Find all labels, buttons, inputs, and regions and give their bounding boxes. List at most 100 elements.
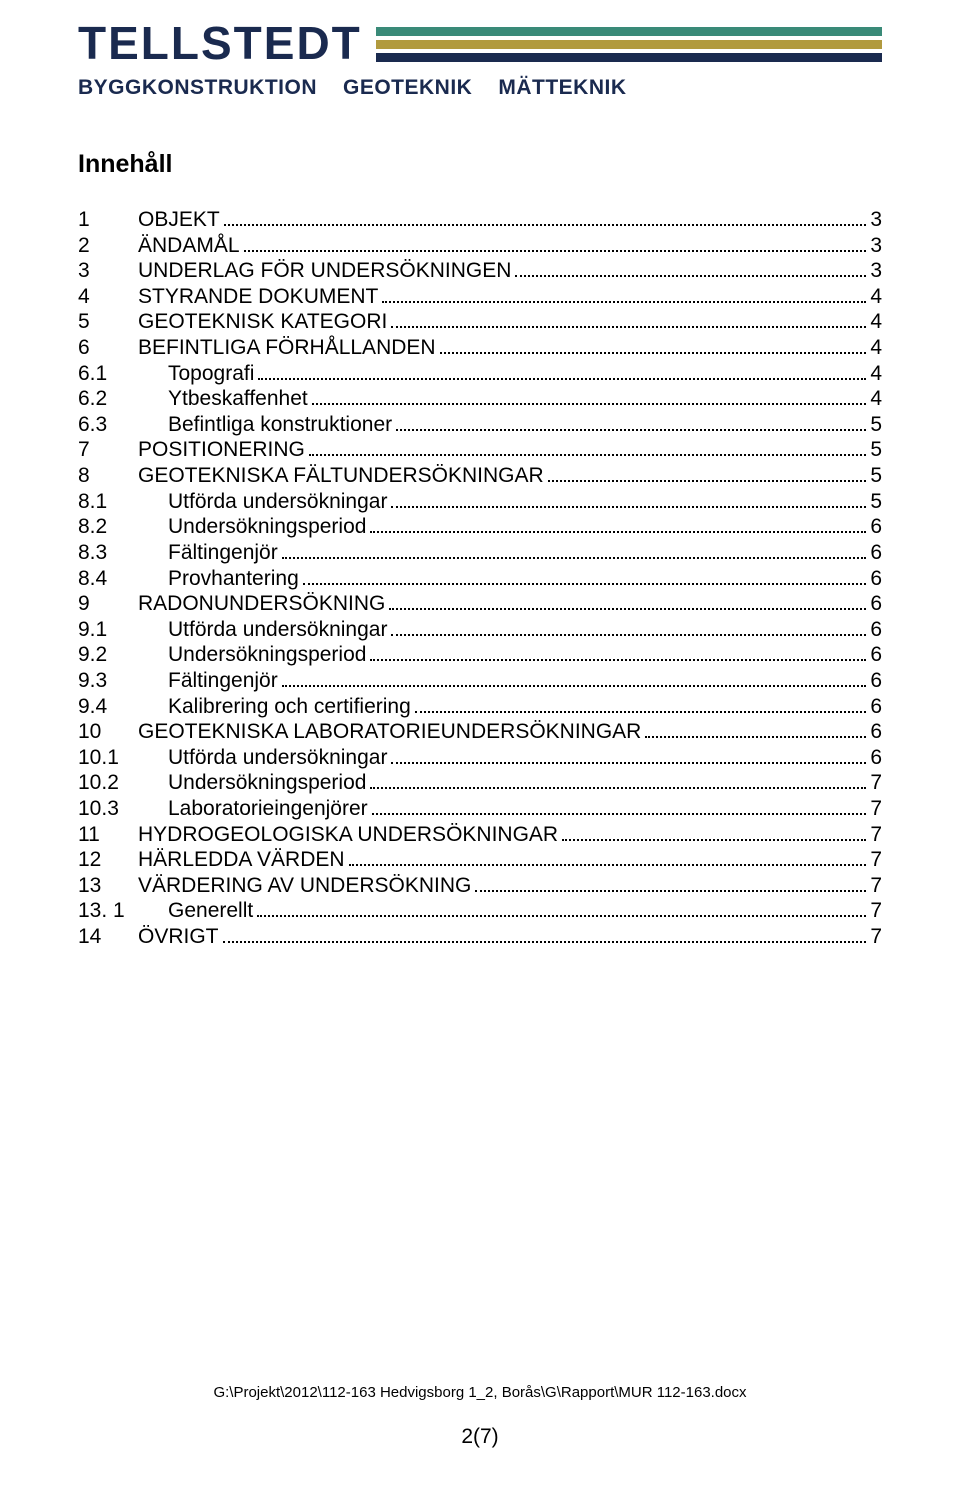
toc-number: 8.2	[78, 514, 168, 540]
toc-row: 12HÄRLEDDA VÄRDEN7	[78, 847, 882, 873]
toc-leader-dots	[370, 514, 866, 533]
toc-page-number: 3	[870, 258, 882, 284]
toc-title: Kalibrering och certifiering	[168, 694, 411, 720]
toc-row: 8.4Provhantering 6	[78, 566, 882, 592]
toc-row: 2ÄNDAMÅL 3	[78, 233, 882, 259]
toc-row: 9.1Utförda undersökningar 6	[78, 617, 882, 643]
toc-number: 9.4	[78, 694, 168, 720]
toc-leader-dots	[391, 310, 866, 329]
toc-number: 14	[78, 924, 138, 950]
toc-title: Utförda undersökningar	[168, 617, 387, 643]
toc-page-number: 6	[870, 566, 882, 592]
toc-title: Laboratorieingenjörer	[168, 796, 368, 822]
toc-title: HÄRLEDDA VÄRDEN	[138, 847, 345, 873]
toc-page-number: 7	[870, 847, 882, 873]
toc-page-number: 4	[870, 309, 882, 335]
toc-leader-dots	[372, 796, 867, 815]
toc-number: 6.1	[78, 361, 168, 387]
toc-number: 9.2	[78, 642, 168, 668]
toc-page-number: 3	[870, 207, 882, 233]
toc-page-number: 6	[870, 514, 882, 540]
toc-title: Fältingenjör	[168, 668, 278, 694]
toc-leader-dots	[391, 745, 866, 764]
document-page: TELLSTEDT BYGGKONSTRUKTION GEOTEKNIK MÄT…	[0, 0, 960, 1489]
toc-row: 10GEOTEKNISKA LABORATORIEUNDERSÖKNINGAR6	[78, 719, 882, 745]
toc-row: 5GEOTEKNISK KATEGORI 4	[78, 309, 882, 335]
toc-title: STYRANDE DOKUMENT	[138, 284, 378, 310]
toc-title: Topografi	[168, 361, 254, 387]
toc-row: 10.1Utförda undersökningar6	[78, 745, 882, 771]
toc-number: 3	[78, 258, 138, 284]
toc-row: 10.2Undersökningsperiod7	[78, 770, 882, 796]
toc-page-number: 6	[870, 617, 882, 643]
toc-title: Fältingenjör	[168, 540, 278, 566]
toc-row: 10.3Laboratorieingenjörer7	[78, 796, 882, 822]
toc-title: Ytbeskaffenhet	[168, 386, 308, 412]
toc-number: 9.1	[78, 617, 168, 643]
toc-number: 8	[78, 463, 138, 489]
toc-row: 7POSITIONERING5	[78, 437, 882, 463]
toc-leader-dots	[548, 463, 867, 482]
toc-page-number: 6	[870, 694, 882, 720]
toc-row: 9.4Kalibrering och certifiering 6	[78, 694, 882, 720]
toc-page-number: 4	[870, 284, 882, 310]
toc-title: BEFINTLIGA FÖRHÅLLANDEN	[138, 335, 436, 361]
toc-leader-dots	[312, 386, 867, 405]
logo-row: TELLSTEDT	[78, 20, 882, 66]
toc-title: GEOTEKNISKA LABORATORIEUNDERSÖKNINGAR	[138, 719, 641, 745]
toc-page-number: 4	[870, 386, 882, 412]
logo-bar	[376, 40, 882, 49]
toc-title: RADONUNDERSÖKNING	[138, 591, 385, 617]
toc-page-number: 6	[870, 591, 882, 617]
toc-title: OBJEKT	[138, 207, 220, 233]
toc-number: 5	[78, 309, 138, 335]
toc-title: ÄNDAMÅL	[138, 233, 240, 259]
toc-number: 7	[78, 437, 138, 463]
logo-bars	[376, 27, 882, 66]
toc-row: 14ÖVRIGT7	[78, 924, 882, 950]
toc-page-number: 7	[870, 796, 882, 822]
toc-title: Undersökningsperiod	[168, 514, 366, 540]
toc-title: Befintliga konstruktioner	[168, 412, 392, 438]
toc-leader-dots	[224, 207, 867, 226]
toc-page-number: 7	[870, 898, 882, 924]
toc-number: 1	[78, 207, 138, 233]
toc-row: 13VÄRDERING AV UNDERSÖKNING7	[78, 873, 882, 899]
toc-number: 13. 1	[78, 898, 168, 924]
toc-title: Undersökningsperiod	[168, 770, 366, 796]
toc-number: 6.3	[78, 412, 168, 438]
toc-title: Provhantering	[168, 566, 299, 592]
toc-leader-dots	[244, 233, 867, 252]
toc-leader-dots	[370, 642, 866, 661]
toc-row: 9RADONUNDERSÖKNING6	[78, 591, 882, 617]
toc-row: 8.3Fältingenjör6	[78, 540, 882, 566]
toc-number: 10.1	[78, 745, 168, 771]
toc-number: 2	[78, 233, 138, 259]
toc-leader-dots	[645, 719, 866, 738]
toc-leader-dots	[475, 873, 866, 892]
toc-row: 1OBJEKT 3	[78, 207, 882, 233]
toc-row: 8.1Utförda undersökningar5	[78, 489, 882, 515]
toc-page-number: 6	[870, 668, 882, 694]
toc-title: UNDERLAG FÖR UNDERSÖKNINGEN	[138, 258, 511, 284]
toc-number: 8.4	[78, 566, 168, 592]
toc-title: GEOTEKNISK KATEGORI	[138, 309, 387, 335]
toc-page-number: 7	[870, 822, 882, 848]
toc-title: POSITIONERING	[138, 437, 305, 463]
toc-title: Undersökningsperiod	[168, 642, 366, 668]
toc-leader-dots	[396, 412, 866, 431]
header-block: TELLSTEDT BYGGKONSTRUKTION GEOTEKNIK MÄT…	[78, 20, 882, 100]
toc-number: 8.1	[78, 489, 168, 515]
toc-row: 3UNDERLAG FÖR UNDERSÖKNINGEN3	[78, 258, 882, 284]
section-title: Innehåll	[78, 150, 882, 179]
toc-page-number: 6	[870, 719, 882, 745]
toc-page-number: 3	[870, 233, 882, 259]
subhead-item: GEOTEKNIK	[343, 76, 472, 100]
toc-page-number: 6	[870, 745, 882, 771]
toc-row: 9.3Fältingenjör6	[78, 668, 882, 694]
toc-leader-dots	[515, 258, 866, 277]
toc-leader-dots	[370, 771, 866, 790]
toc-leader-dots	[415, 694, 867, 713]
toc-page-number: 7	[870, 924, 882, 950]
table-of-contents: 1OBJEKT32ÄNDAMÅL33UNDERLAG FÖR UNDERSÖKN…	[78, 207, 882, 950]
